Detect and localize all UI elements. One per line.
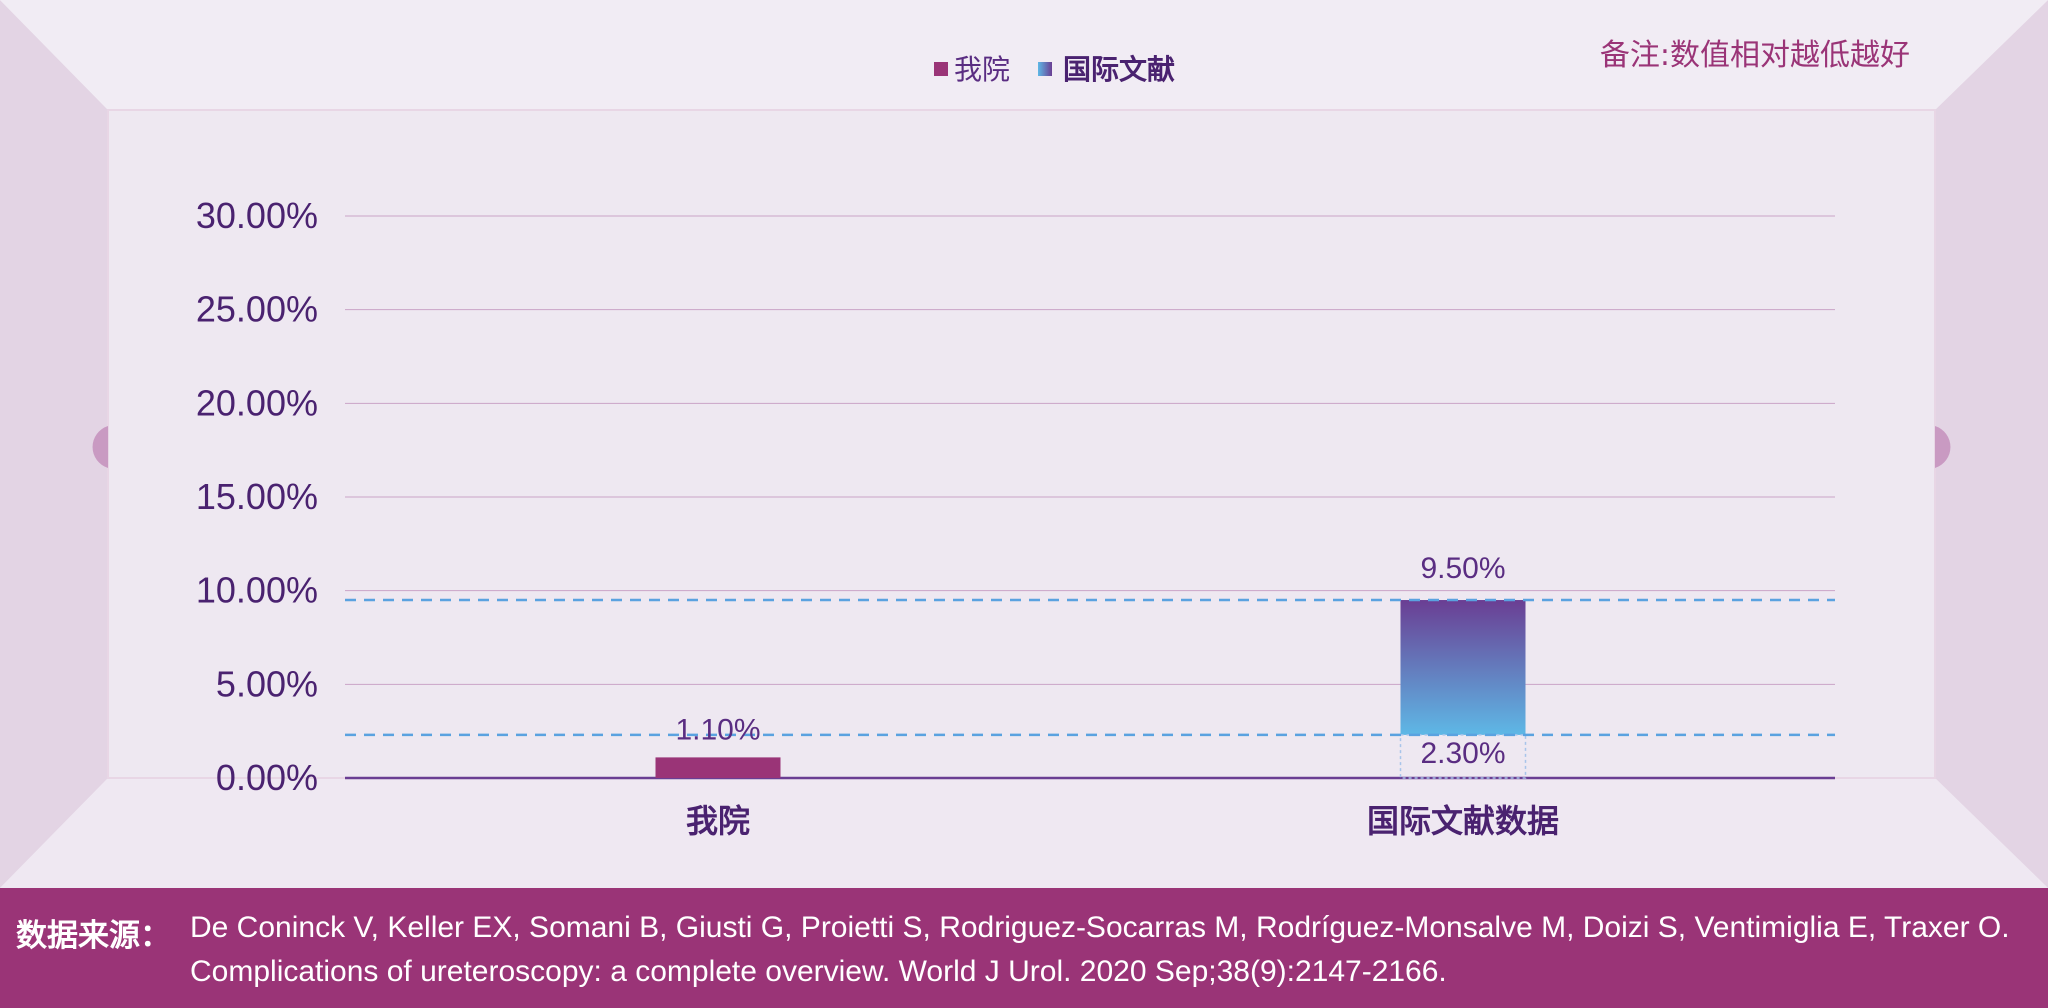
grid-lines — [345, 215, 1835, 780]
y-axis-tick-labels: 0.00% 5.00% 10.00% 15.00% 20.00% 25.00% 30.00% — [196, 195, 318, 798]
y-tick-label: 0.00% — [216, 757, 318, 798]
frame-top-panel — [0, 0, 2048, 110]
note-text: 备注:数值相对越低越好 — [1600, 38, 1910, 73]
frame-left-knob — [92, 426, 108, 468]
legend-label-literature: 国际文献 — [1063, 53, 1175, 86]
bars — [655, 600, 1527, 779]
frame-bottom-panel — [0, 778, 2048, 888]
frame-right-panel — [1935, 0, 2048, 888]
y-tick-label: 10.00% — [196, 570, 318, 611]
legend-swatch-hospital — [934, 62, 948, 76]
frame-decoration — [0, 0, 2048, 888]
y-tick-label: 30.00% — [196, 195, 318, 236]
legend-label-hospital: 我院 — [954, 53, 1010, 86]
legend: 我院 国际文献 — [934, 53, 1175, 86]
data-labels: 1.10% 9.50% 2.30% — [675, 552, 1505, 770]
frame-left-panel — [0, 0, 108, 888]
data-label-hospital: 1.10% — [675, 713, 760, 746]
y-tick-label: 20.00% — [196, 382, 318, 423]
x-tick-label: 国际文献数据 — [1367, 802, 1559, 840]
source-footer: 数据来源： De Coninck V, Keller EX, Somani B,… — [0, 888, 2048, 1008]
source-citation: De Coninck V, Keller EX, Somani B, Giust… — [190, 911, 2010, 988]
data-label-literature-high: 9.50% — [1420, 552, 1505, 585]
reference-lines — [345, 598, 1835, 737]
source-label: 数据来源： — [16, 918, 171, 954]
bar-literature-base-outline — [1399, 734, 1527, 779]
frame-right-knob — [1935, 426, 1951, 468]
y-tick-label: 5.00% — [216, 663, 318, 704]
y-tick-label: 25.00% — [196, 289, 318, 330]
y-tick-label: 15.00% — [196, 476, 318, 517]
legend-swatch-literature — [1038, 62, 1052, 76]
bar-literature-range — [1400, 600, 1526, 735]
data-label-literature-low: 2.30% — [1420, 737, 1505, 770]
bar-hospital — [655, 757, 781, 778]
frame-inner-panel — [107, 109, 1936, 779]
x-tick-label: 我院 — [686, 802, 750, 840]
x-axis-tick-labels: 我院 国际文献数据 — [686, 802, 1559, 840]
